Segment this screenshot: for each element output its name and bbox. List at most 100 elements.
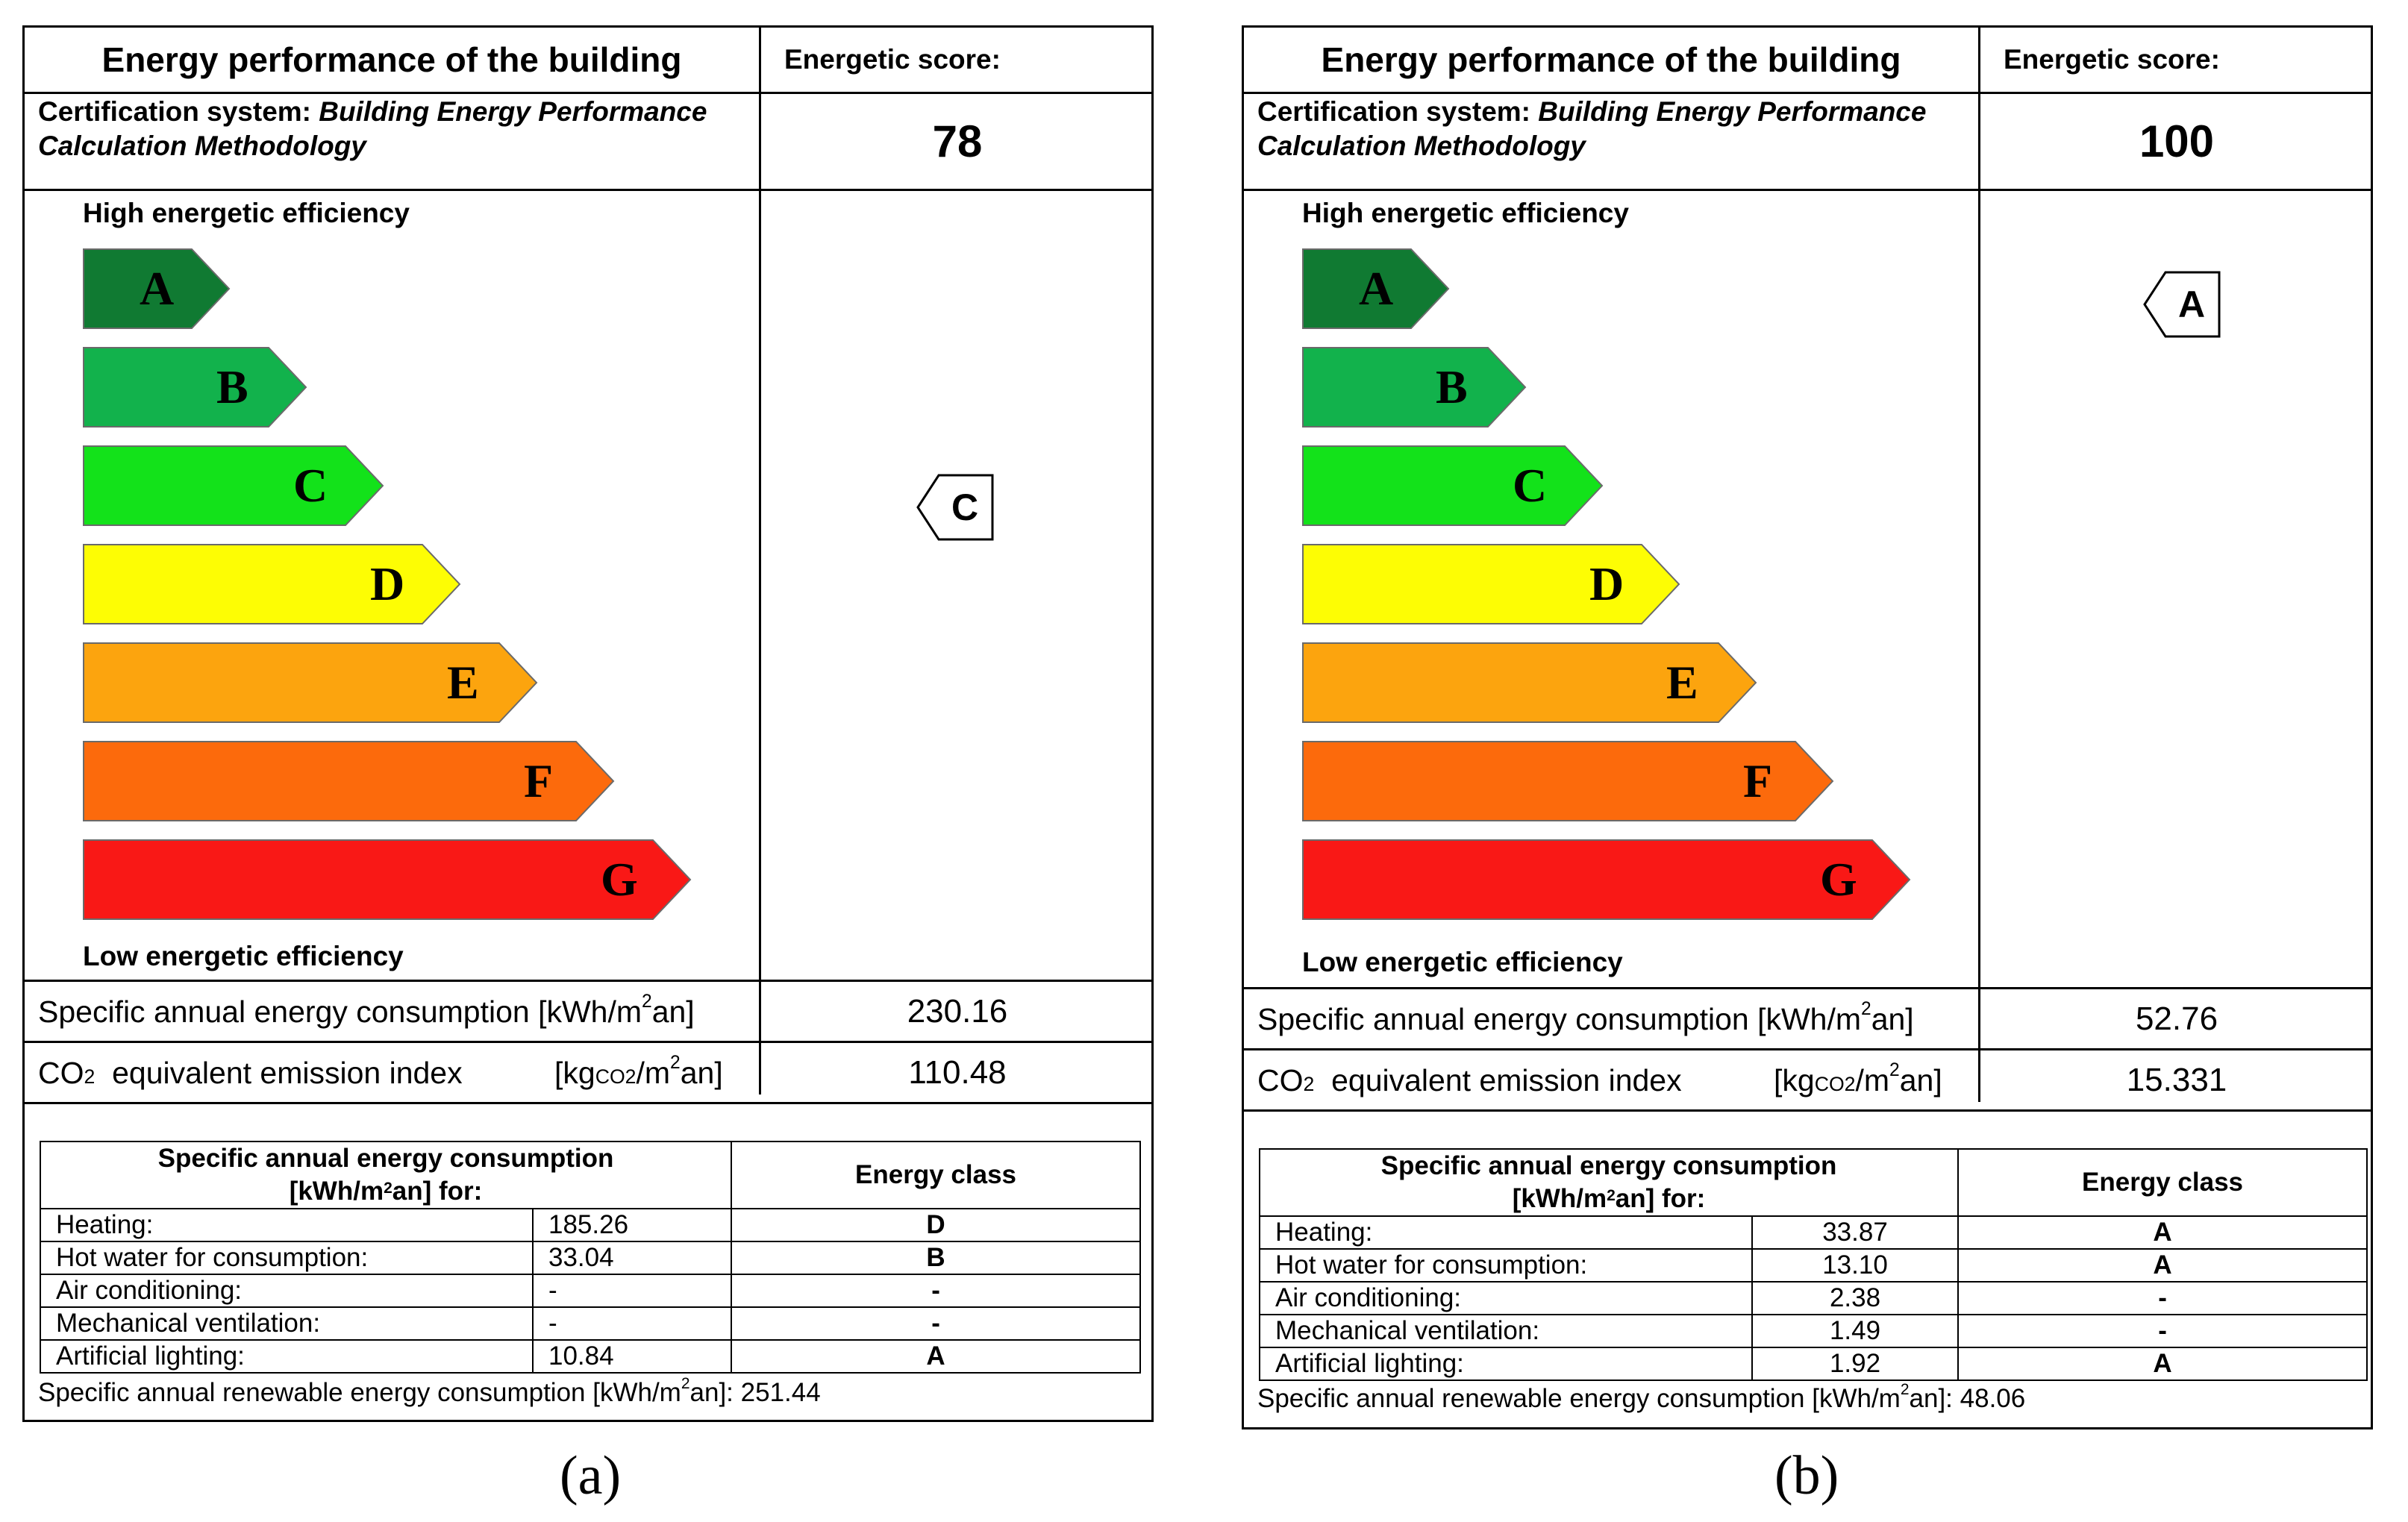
co2-label: CO2 equivalent emission index xyxy=(1257,1063,1682,1097)
score-value: 78 xyxy=(932,116,983,166)
divider xyxy=(1244,987,2371,989)
breakdown-table: Specific annual energy consumption [kWh/m… xyxy=(39,1141,1142,1374)
co2-unit: [kgCO2/m2an] xyxy=(1774,1060,1942,1097)
row-class: A xyxy=(1957,1347,2368,1381)
energy-bar-letter: C xyxy=(293,459,328,512)
rating-arrow-icon xyxy=(2143,271,2221,338)
co2-value: 15.331 xyxy=(2126,1062,2227,1098)
table-header-row: Specific annual energy consumption [kWh/m… xyxy=(1258,1148,2368,1217)
energy-bar-b: B xyxy=(83,347,307,428)
cert-system-label: Certification system: xyxy=(1257,96,1530,127)
table-row: Hot water for consumption: 33.04 B xyxy=(40,1241,1142,1275)
divider xyxy=(25,1041,1151,1043)
row-label: Air conditioning: xyxy=(1259,1281,1753,1315)
energy-bar-letter: F xyxy=(1743,754,1773,807)
score-label: Energetic score: xyxy=(784,44,1001,75)
energy-bar-letter: F xyxy=(524,754,554,807)
divider xyxy=(1244,1048,2371,1050)
energy-bar-letter: G xyxy=(1820,853,1857,906)
divider xyxy=(1244,189,2371,191)
co2-unit: [kgCO2/m2an] xyxy=(554,1053,723,1090)
row-class: A xyxy=(1957,1248,2368,1283)
consumption-label: Specific annual energy consumption [kWh/… xyxy=(1257,999,1914,1036)
energy-bar-c: C xyxy=(1302,445,1604,526)
certification-system: Certification system: Building Energy Pe… xyxy=(38,95,754,163)
table-row: Heating: 33.87 A xyxy=(1259,1215,2368,1250)
cert-system-value-2: Calculation Methodology xyxy=(1257,131,1586,161)
row-class: - xyxy=(731,1306,1142,1341)
co2-value: 110.48 xyxy=(908,1054,1007,1091)
rating-arrow-icon xyxy=(916,474,994,541)
energy-bar-d: D xyxy=(1302,544,1680,624)
renewable-consumption: Specific annual renewable energy consump… xyxy=(38,1375,821,1407)
row-label: Hot water for consumption: xyxy=(40,1241,534,1275)
divider xyxy=(1244,92,2371,94)
energy-bar-letter: B xyxy=(216,360,248,413)
energy-bar-b: B xyxy=(1302,347,1527,428)
row-label: Heating: xyxy=(1259,1215,1753,1250)
table-row: Artificial lighting: 10.84 A xyxy=(40,1339,1142,1374)
table-row: Air conditioning: 2.38- xyxy=(1259,1281,2368,1315)
certificate-a: Energy performance of the building Certi… xyxy=(22,25,1154,1422)
row-value: 33.04 xyxy=(531,1241,733,1275)
divider xyxy=(25,189,1151,191)
row-value: 10.84 xyxy=(531,1339,733,1374)
row-label: Mechanical ventilation: xyxy=(1259,1314,1753,1348)
divider xyxy=(25,92,1151,94)
table-row: Mechanical ventilation: - - xyxy=(40,1306,1142,1341)
row-value: 185.26 xyxy=(531,1208,733,1242)
energy-bar-letter: G xyxy=(601,853,638,906)
low-efficiency-label: Low energetic efficiency xyxy=(1302,947,1623,977)
energy-bar-g: G xyxy=(1302,839,1911,920)
cert-system-label: Certification system: xyxy=(38,96,311,127)
breakdown-table: Specific annual energy consumption [kWh/m… xyxy=(1258,1148,2368,1381)
energy-class-header: Energy class xyxy=(731,1141,1142,1209)
row-label: Heating: xyxy=(40,1208,534,1242)
energy-bar-letter: B xyxy=(1436,360,1468,413)
divider xyxy=(25,980,1151,982)
row-label: Artificial lighting: xyxy=(40,1339,534,1374)
high-efficiency-label: High energetic efficiency xyxy=(1302,198,1629,228)
energy-bar-d: D xyxy=(83,544,461,624)
row-class: D xyxy=(731,1208,1142,1242)
energy-bar-e: E xyxy=(1302,642,1757,723)
table-row: Hot water for consumption: 13.10 A xyxy=(1259,1248,2368,1283)
co2-label: CO2 equivalent emission index xyxy=(38,1056,463,1090)
energy-bar-a: A xyxy=(1302,248,1450,329)
certification-system: Certification system: Building Energy Pe… xyxy=(1257,95,1974,163)
energy-bar-f: F xyxy=(83,741,615,821)
row-value: - xyxy=(531,1274,733,1308)
score-value: 100 xyxy=(2139,116,2215,166)
vertical-divider xyxy=(1978,28,1980,1102)
energy-bar-letter: C xyxy=(1513,459,1548,512)
row-class: - xyxy=(1957,1314,2368,1348)
table-row: Mechanical ventilation: 1.49- xyxy=(1259,1314,2368,1348)
breakdown-header: Specific annual energy consumption [kWh/m… xyxy=(39,1141,733,1209)
row-class: B xyxy=(731,1241,1142,1275)
cert-system-value: Building Energy Performance xyxy=(319,96,707,127)
row-label: Artificial lighting: xyxy=(1259,1347,1753,1381)
table-row: Heating: 185.26 D xyxy=(40,1208,1142,1242)
row-class: - xyxy=(731,1274,1142,1308)
consumption-value: 230.16 xyxy=(907,993,1008,1030)
row-class: A xyxy=(731,1339,1142,1374)
energy-bar-e: E xyxy=(83,642,538,723)
energy-bar-letter: E xyxy=(447,656,479,709)
row-label: Air conditioning: xyxy=(40,1274,534,1308)
cert-system-value-2: Calculation Methodology xyxy=(38,131,366,161)
energy-bar-g: G xyxy=(83,839,692,920)
energy-bar-letter: D xyxy=(370,557,405,610)
certificate-b: Energy performance of the building Certi… xyxy=(1242,25,2373,1429)
score-label: Energetic score: xyxy=(2004,44,2220,75)
energy-bar-f: F xyxy=(1302,741,1834,821)
consumption-label: Specific annual energy consumption [kWh/… xyxy=(38,992,695,1029)
energy-bar-a: A xyxy=(83,248,231,329)
table-row: Artificial lighting: 1.92 A xyxy=(1259,1347,2368,1381)
row-value: 1.92 xyxy=(1751,1347,1960,1381)
row-label: Mechanical ventilation: xyxy=(40,1306,534,1341)
header-title: Energy performance of the building xyxy=(101,40,682,79)
rating-letter: C xyxy=(951,486,979,528)
divider xyxy=(1244,1109,2371,1112)
header-title: Energy performance of the building xyxy=(1321,40,1901,79)
energy-bar-c: C xyxy=(83,445,384,526)
